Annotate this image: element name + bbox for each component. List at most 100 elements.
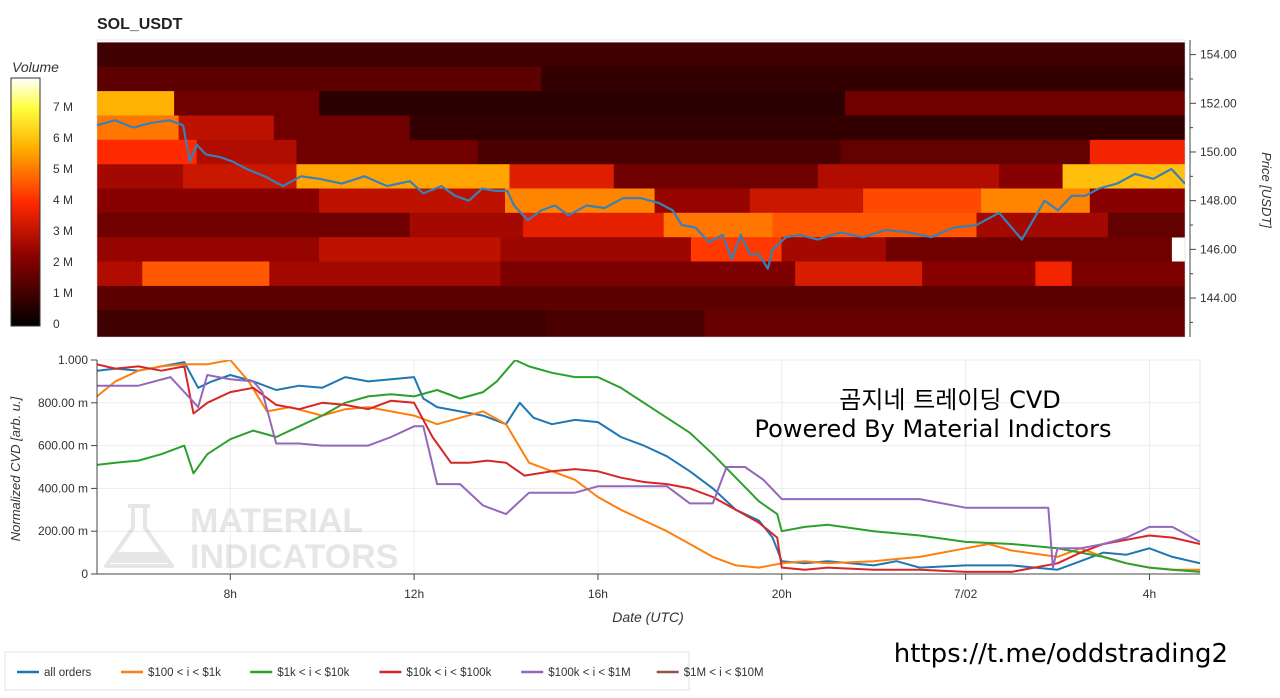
heatmap-cell	[97, 188, 320, 214]
heatmap-cell	[97, 285, 1185, 311]
y-tick-label: 800.00 m	[38, 396, 88, 410]
x-tick-label: 16h	[588, 587, 608, 601]
heatmap-cell	[922, 261, 1036, 287]
heatmap-cell	[178, 115, 275, 141]
price-axis-ticks: 144.00 146.00 148.00 150.00 152.00 154.00	[1190, 48, 1237, 323]
heatmap-cell	[840, 139, 1091, 165]
heatmap-cell	[296, 164, 511, 189]
x-axis-label: Date (UTC)	[612, 609, 684, 625]
line-plot-frame	[96, 359, 1201, 575]
y-tick-label: 1.000	[58, 353, 88, 367]
heatmap-cell	[409, 115, 1185, 141]
price-tick-label: 146.00	[1200, 242, 1237, 256]
watermark-line1: MATERIAL	[190, 502, 363, 540]
heatmap-cell	[477, 139, 841, 165]
heatmap-cell	[273, 115, 411, 141]
price-line	[97, 119, 1185, 270]
heatmap-cell	[523, 212, 665, 238]
legend-label[interactable]: $1k < i < $10k	[277, 667, 349, 679]
y-axis-label: Normalized CVD [arb. u.]	[8, 396, 23, 541]
y-tick-label: 600.00 m	[38, 439, 88, 453]
telegram-link[interactable]: https://t.me/oddstrading2	[894, 639, 1228, 669]
heatmap-cell	[781, 237, 887, 262]
heatmap-cell	[142, 261, 270, 287]
colorbar	[10, 77, 41, 327]
y-tick-label: 200.00 m	[38, 524, 88, 538]
heatmap-cell	[1035, 261, 1073, 287]
heatmap-cell	[541, 66, 1185, 92]
heatmap-frame	[96, 39, 1186, 338]
heatmap-cell	[97, 261, 143, 287]
heatmap-cell	[845, 91, 1185, 116]
heatmap-cell	[174, 91, 320, 116]
x-tick-label: 4h	[1143, 587, 1156, 601]
heatmap-cell	[1089, 139, 1185, 165]
series-line	[97, 363, 1200, 573]
heatmap-cell	[269, 261, 501, 287]
legend-label[interactable]: $100k < i < $1M	[548, 667, 630, 679]
price-tick-label: 144.00	[1200, 291, 1237, 305]
colorbar-tick-label: 2 M	[53, 255, 73, 269]
price-tick-label: 152.00	[1200, 96, 1237, 110]
heatmap-cell	[613, 164, 819, 189]
y-axis-ticks: 0 200.00 m 400.00 m 600.00 m 800.00 m 1.000	[38, 353, 97, 581]
series-line	[97, 360, 1200, 571]
x-tick-label: 12h	[404, 587, 424, 601]
heatmap-cell	[749, 188, 864, 214]
heatmap-cell	[509, 164, 615, 189]
heatmap-cell	[97, 139, 198, 165]
heatmap-cell	[183, 164, 297, 189]
heatmap-cell	[97, 237, 320, 262]
heatmap-cell	[663, 212, 773, 238]
colorbar-tick-label: 0	[53, 317, 60, 331]
heatmap-cell	[319, 91, 846, 116]
series-line	[97, 360, 1200, 573]
colorbar-label: Volume	[12, 59, 59, 75]
colorbar-tick-label: 1 M	[53, 286, 73, 300]
heatmap-cell	[97, 310, 547, 337]
colorbar-tick-label: 4 M	[53, 193, 73, 207]
watermark-flask-icon	[104, 504, 174, 568]
colorbar-tick-label: 3 M	[53, 224, 73, 238]
heatmap-cell	[319, 237, 501, 262]
heatmap-cell	[1089, 188, 1185, 214]
price-tick-label: 148.00	[1200, 194, 1237, 208]
legend-label[interactable]: $100 < i < $1k	[148, 667, 221, 679]
heatmap-cell	[1107, 212, 1185, 238]
price-line-group	[97, 119, 1185, 270]
heatmap-cell	[863, 188, 982, 214]
colorbar-tick-label: 6 M	[53, 131, 73, 145]
colorbar-ticks: 0 1 M 2 M 3 M 4 M 5 M 6 M 7 M	[53, 100, 73, 331]
heatmap-cell	[97, 42, 1185, 68]
annotation-title: 곰지네 트레이딩 CVD	[839, 386, 1060, 414]
heatmap-cell	[196, 139, 297, 165]
legend-label[interactable]: $1M < i < $10M	[684, 667, 764, 679]
heatmap-cell	[885, 237, 1172, 262]
heatmap-cell	[500, 237, 692, 262]
x-tick-label: 7/02	[954, 587, 978, 601]
heatmap-title: SOL_USDT	[97, 16, 183, 33]
heatmap-cell	[981, 188, 1091, 214]
x-axis-ticks: 8h 12h 16h 20h 7/02 4h	[224, 574, 1156, 601]
price-axis-label: Price [USDT]	[1259, 152, 1274, 228]
series-line	[97, 361, 1200, 571]
heatmap-cell	[97, 164, 184, 189]
cvd-series-lines	[97, 360, 1200, 573]
price-tick-label: 154.00	[1200, 48, 1237, 62]
heatmap-cell	[817, 164, 1000, 189]
heatmap-cell	[97, 212, 411, 238]
heatmap-cell	[296, 139, 479, 165]
y-tick-label: 400.00 m	[38, 481, 88, 495]
price-tick-label: 150.00	[1200, 145, 1237, 159]
legend-box	[4, 651, 690, 691]
x-tick-label: 20h	[772, 587, 792, 601]
annotation-subtitle: Powered By Material Indictors	[755, 415, 1112, 443]
heatmap-cell	[795, 261, 923, 287]
colorbar-tick-label: 5 M	[53, 162, 73, 176]
y-tick-label: 0	[81, 567, 88, 581]
legend-label[interactable]: $10k < i < $100k	[406, 667, 491, 679]
legend: all orders $100 < i < $1k $1k < i < $10k $1…	[17, 667, 764, 679]
legend-label[interactable]: all orders	[44, 667, 92, 679]
heatmap-cell	[999, 164, 1064, 189]
